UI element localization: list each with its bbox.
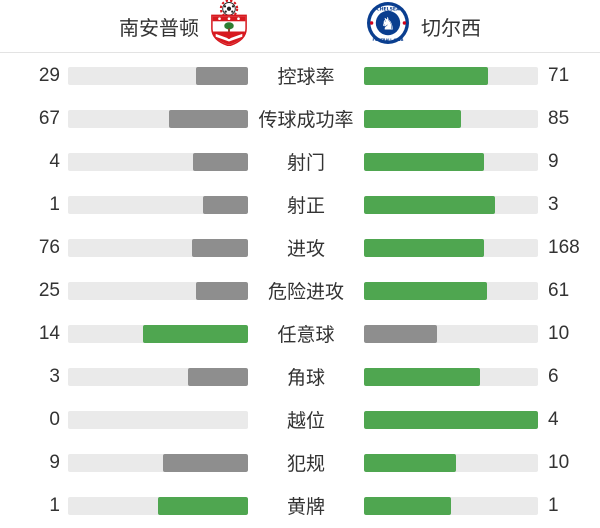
away-bar-fill <box>364 496 451 515</box>
away-value: 61 <box>548 279 570 301</box>
home-value: 29 <box>38 64 60 86</box>
home-bar-fill <box>195 66 248 85</box>
away-bar-fill <box>364 453 456 472</box>
home-value: 9 <box>49 451 60 473</box>
away-value: 10 <box>548 322 570 344</box>
away-bar <box>364 66 538 85</box>
home-bar <box>68 195 248 214</box>
away-bar <box>364 195 538 214</box>
home-bar-fill <box>143 324 248 343</box>
away-bar-fill <box>364 152 485 171</box>
home-bar <box>68 324 248 343</box>
away-value: 9 <box>548 150 559 172</box>
svg-text:CHELSEA: CHELSEA <box>376 6 400 12</box>
home-bar-fill <box>168 109 248 128</box>
stat-label: 危险进攻 <box>267 282 344 303</box>
stat-label: 黄牌 <box>286 497 325 518</box>
home-value: 25 <box>38 279 60 301</box>
stats-list: 29 控球率 71 67 传球成功率 85 4 射门 9 1 <box>0 53 600 527</box>
home-bar-fill <box>195 281 248 300</box>
away-value: 4 <box>548 408 559 430</box>
away-bar-fill <box>364 324 437 343</box>
away-value: 1 <box>548 494 559 516</box>
home-value: 4 <box>49 150 60 172</box>
away-bar <box>364 496 538 515</box>
stat-row: 76 进攻 168 <box>0 226 600 269</box>
home-bar-fill <box>192 152 248 171</box>
home-value: 67 <box>38 107 60 129</box>
southampton-crest-icon <box>210 0 248 52</box>
svg-text:♞: ♞ <box>380 15 395 35</box>
match-stats-header: 南安普顿 <box>0 0 600 53</box>
home-bar <box>68 238 248 257</box>
home-bar-fill <box>158 496 248 515</box>
svg-text:FOOTBALL CLUB: FOOTBALL CLUB <box>373 38 404 42</box>
away-value: 71 <box>548 64 570 86</box>
away-value: 6 <box>548 365 559 387</box>
away-bar-fill <box>364 367 480 386</box>
stat-row: 29 控球率 71 <box>0 54 600 97</box>
stat-row: 1 射正 3 <box>0 183 600 226</box>
home-bar <box>68 152 248 171</box>
away-bar <box>364 324 538 343</box>
away-team-name: 切尔西 <box>421 17 481 40</box>
stat-row: 14 任意球 10 <box>0 312 600 355</box>
home-bar <box>68 367 248 386</box>
stat-label: 射门 <box>286 153 325 174</box>
stat-row: 0 越位 4 <box>0 398 600 441</box>
away-bar <box>364 109 538 128</box>
away-bar-fill <box>364 238 484 257</box>
chelsea-crest-icon: CHELSEA FOOTBALL CLUB ♞ <box>366 1 410 51</box>
away-bar <box>364 367 538 386</box>
home-bar <box>68 281 248 300</box>
home-value: 0 <box>49 408 60 430</box>
stat-label: 任意球 <box>277 325 335 346</box>
stat-label: 控球率 <box>277 67 335 88</box>
away-value: 10 <box>548 451 570 473</box>
away-bar-fill <box>364 195 495 214</box>
stat-label: 传球成功率 <box>258 110 354 131</box>
home-team: 南安普顿 <box>119 0 248 52</box>
home-bar <box>68 410 248 429</box>
home-value: 1 <box>49 193 60 215</box>
stat-label: 射正 <box>286 196 325 217</box>
home-bar-fill <box>162 453 248 472</box>
away-bar-fill <box>364 66 488 85</box>
away-team: CHELSEA FOOTBALL CLUB ♞ 切尔西 <box>366 1 481 51</box>
stat-label: 角球 <box>286 368 325 389</box>
away-bar-fill <box>364 410 538 429</box>
home-team-name: 南安普顿 <box>119 17 199 40</box>
home-bar-fill <box>191 238 248 257</box>
home-bar <box>68 453 248 472</box>
stat-row: 67 传球成功率 85 <box>0 97 600 140</box>
home-bar-fill <box>188 367 248 386</box>
home-value: 1 <box>49 494 60 516</box>
stat-row: 25 危险进攻 61 <box>0 269 600 312</box>
away-bar <box>364 410 538 429</box>
away-value: 85 <box>548 107 570 129</box>
stat-label: 越位 <box>286 411 325 432</box>
home-value: 76 <box>38 236 60 258</box>
home-bar-fill <box>203 195 248 214</box>
away-value: 168 <box>548 236 580 258</box>
away-bar <box>364 152 538 171</box>
home-bar <box>68 66 248 85</box>
stat-row: 9 犯规 10 <box>0 441 600 484</box>
home-bar <box>68 109 248 128</box>
stat-label: 进攻 <box>286 239 325 260</box>
home-value: 14 <box>38 322 60 344</box>
away-bar <box>364 453 538 472</box>
home-bar <box>68 496 248 515</box>
stat-row: 1 黄牌 1 <box>0 484 600 527</box>
home-value: 3 <box>49 365 60 387</box>
stat-row: 3 角球 6 <box>0 355 600 398</box>
away-value: 3 <box>548 193 559 215</box>
away-bar <box>364 281 538 300</box>
away-bar-fill <box>364 281 488 300</box>
stat-row: 4 射门 9 <box>0 140 600 183</box>
away-bar <box>364 238 538 257</box>
stat-label: 犯规 <box>286 454 325 475</box>
away-bar-fill <box>364 109 462 128</box>
